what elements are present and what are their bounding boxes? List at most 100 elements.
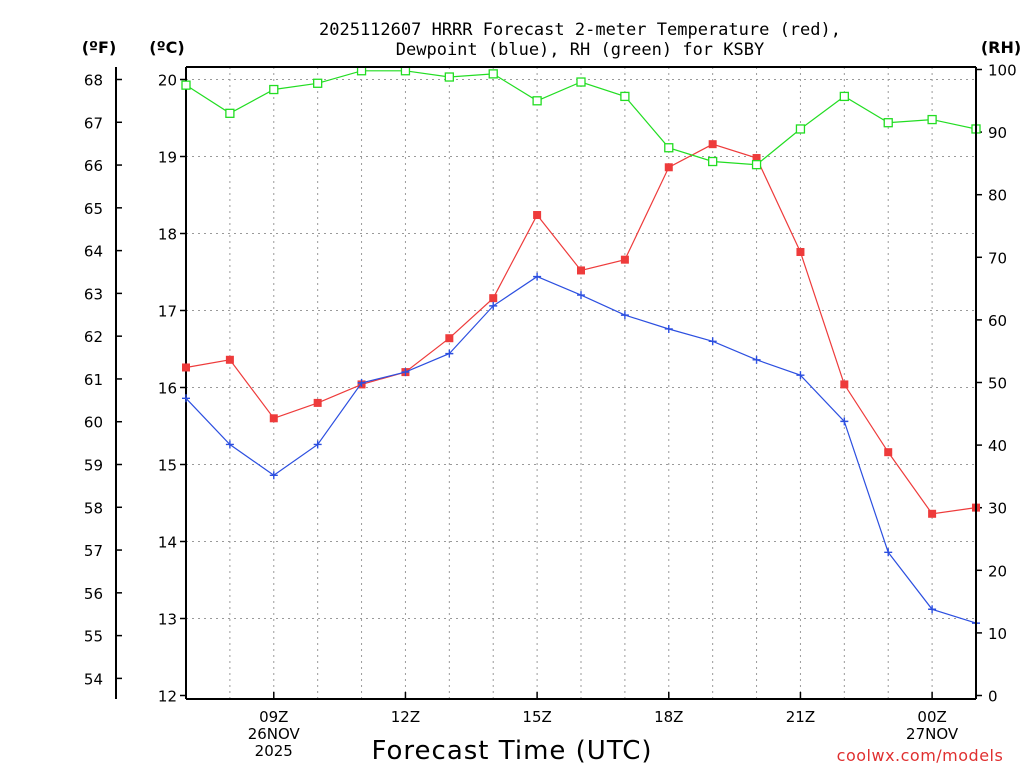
x-tick-label-18-0: 18Z <box>654 708 683 726</box>
celsius-tick-label-16: 16 <box>158 380 177 398</box>
rh-axis-unit: (RH) <box>981 38 1021 57</box>
rh-tick-label-30: 30 <box>988 500 1007 518</box>
chart-title-line-2: Dewpoint (blue), RH (green) for KSBY <box>396 40 764 60</box>
dewpoint-point-16 <box>884 548 893 557</box>
rh-point-1 <box>225 108 235 118</box>
rh-tick-label-70: 70 <box>988 249 1007 267</box>
fahrenheit-tick-label-60: 60 <box>84 414 103 432</box>
x-tick-label-24-1: 27NOV <box>906 725 959 743</box>
dewpoint-point-15 <box>840 417 849 426</box>
rh-tick-label-40: 40 <box>988 437 1007 455</box>
celsius-tick-label-18: 18 <box>158 226 177 244</box>
fahrenheit-tick-label-68: 68 <box>84 72 103 90</box>
fahrenheit-tick-label-55: 55 <box>84 628 103 646</box>
fahrenheit-tick-label-64: 64 <box>84 243 103 261</box>
dewpoint-point-6 <box>445 349 454 358</box>
rh-point-8 <box>532 96 542 106</box>
x-tick-label-21-0: 21Z <box>786 708 815 726</box>
temperature-point-17 <box>928 509 937 518</box>
dewpoint-point-14 <box>796 371 805 380</box>
rh-point-17 <box>927 114 937 125</box>
dewpoint-point-5 <box>401 368 410 377</box>
dewpoint-point-7 <box>489 301 498 310</box>
temperature-point-16 <box>884 448 893 457</box>
dewpoint-point-13 <box>752 355 761 364</box>
x-tick-label-9-0: 09Z <box>259 708 288 726</box>
x-tick-label-15-0: 15Z <box>522 708 551 726</box>
fahrenheit-tick-label-56: 56 <box>84 585 103 603</box>
rh-tick-label-10: 10 <box>988 625 1007 643</box>
temperature-point-1 <box>225 355 234 364</box>
rh-point-3 <box>313 78 323 88</box>
dewpoint-point-4 <box>357 378 366 387</box>
x-tick-label-9-1: 26NOV <box>248 725 301 743</box>
fahrenheit-tick-label-63: 63 <box>84 285 103 303</box>
x-tick-label-9-2: 2025 <box>255 742 293 760</box>
temperature-point-7 <box>489 294 498 303</box>
rh-point-6 <box>444 72 454 82</box>
source-credit: coolwx.com/models <box>837 746 1004 765</box>
rh-tick-label-60: 60 <box>988 312 1007 330</box>
celsius-tick-label-17: 17 <box>158 303 177 321</box>
rh-point-10 <box>620 91 630 102</box>
temperature-point-6 <box>445 334 454 343</box>
temperature-point-11 <box>664 163 673 172</box>
dewpoint-point-3 <box>313 440 322 449</box>
celsius-tick-label-14: 14 <box>158 534 177 552</box>
x-axis-label: Forecast Time (UTC) <box>371 736 652 766</box>
temperature-point-0 <box>182 363 190 372</box>
temperature-point-12 <box>708 140 717 149</box>
dewpoint-point-2 <box>269 471 278 480</box>
celsius-tick-label-20: 20 <box>158 72 177 90</box>
rh-tick-label-100: 100 <box>988 62 1017 80</box>
grid <box>186 67 976 699</box>
rh-point-11 <box>664 143 674 153</box>
fahrenheit-tick-label-65: 65 <box>84 200 103 218</box>
rh-point-12 <box>708 156 718 167</box>
celsius-tick-label-13: 13 <box>158 611 177 629</box>
dewpoint-point-11 <box>664 324 673 333</box>
chart-title: 2025112607 HRRR Forecast 2-meter Tempera… <box>319 20 841 60</box>
fahrenheit-tick-label-59: 59 <box>84 457 103 475</box>
rh-point-0 <box>181 80 191 90</box>
dewpoint-point-9 <box>577 291 585 300</box>
temperature-point-2 <box>269 414 278 423</box>
rh-point-15 <box>839 91 849 102</box>
dewpoint-point-10 <box>620 311 629 320</box>
celsius-tick-label-19: 19 <box>158 149 177 167</box>
celsius-tick-label-15: 15 <box>158 457 177 475</box>
temperature-point-15 <box>840 380 849 389</box>
rh-point-2 <box>269 84 279 95</box>
x-tick-label-12-0: 12Z <box>391 708 420 726</box>
dewpoint-point-8 <box>533 272 542 281</box>
dewpoint-point-0 <box>182 394 190 403</box>
rh-point-9 <box>576 77 586 87</box>
rh-series <box>181 66 981 170</box>
fahrenheit-axis-unit: (ºF) <box>82 38 117 57</box>
celsius-tick-label-12: 12 <box>158 688 177 706</box>
rh-tick-label-0: 0 <box>988 688 998 706</box>
dewpoint-point-17 <box>928 605 937 614</box>
fahrenheit-tick-label-61: 61 <box>84 371 103 389</box>
rh-point-14 <box>795 124 806 134</box>
fahrenheit-tick-label-62: 62 <box>84 328 103 346</box>
temperature-point-8 <box>533 211 542 220</box>
temperature-point-13 <box>752 154 761 163</box>
temperature-point-10 <box>620 255 629 264</box>
fahrenheit-tick-label-54: 54 <box>84 670 103 688</box>
dewpoint-point-1 <box>225 440 234 449</box>
temperature-series <box>182 140 980 518</box>
rh-point-7 <box>488 69 498 79</box>
fahrenheit-tick-label-57: 57 <box>84 542 103 560</box>
data-series <box>181 66 981 628</box>
chart-title-line-1: 2025112607 HRRR Forecast 2-meter Tempera… <box>319 20 841 40</box>
rh-tick-label-90: 90 <box>988 124 1007 142</box>
fahrenheit-tick-label-66: 66 <box>84 157 103 175</box>
axes: 12 13 14 15 16 17 18 19 20 54 55 56 57 58 59 60 61 62 63 64… <box>84 62 1017 761</box>
rh-tick-label-20: 20 <box>988 562 1007 580</box>
fahrenheit-tick-label-67: 67 <box>84 114 103 132</box>
temperature-point-9 <box>577 266 585 275</box>
x-tick-label-24-0: 00Z <box>917 708 946 726</box>
rh-tick-label-50: 50 <box>988 375 1007 393</box>
